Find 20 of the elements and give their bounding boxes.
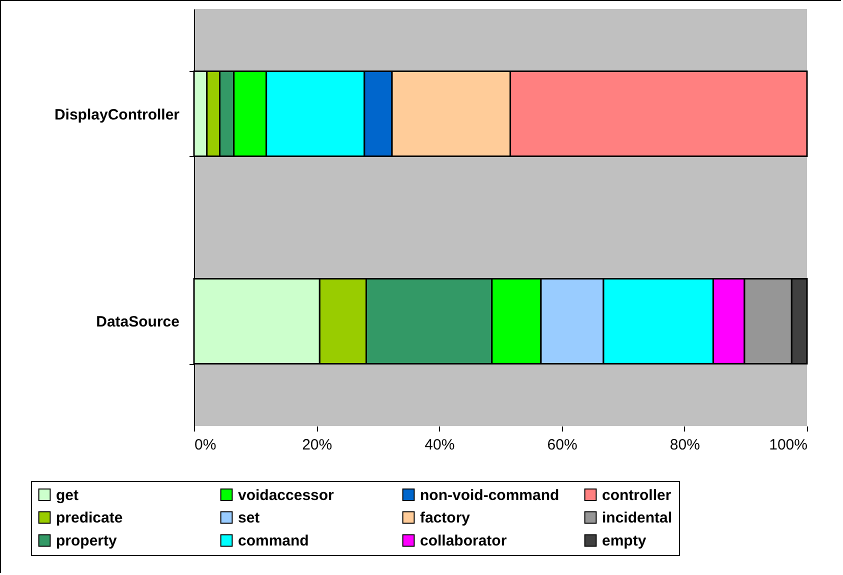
x-tick-label: 60% bbox=[547, 436, 578, 454]
x-tick-label: 0% bbox=[194, 436, 216, 454]
legend-label: collaborator bbox=[420, 532, 507, 550]
legend-label: controller bbox=[602, 486, 672, 504]
legend-label: factory bbox=[420, 510, 471, 526]
x-tick-label: 80% bbox=[670, 436, 700, 454]
legend-label: empty bbox=[602, 532, 647, 550]
x-tick-label: 100% bbox=[769, 436, 808, 454]
x-tick-label: 40% bbox=[424, 436, 455, 454]
legend-label: non-void-command bbox=[420, 486, 560, 504]
legend-label: set bbox=[238, 510, 260, 526]
x-tick-label: 20% bbox=[302, 436, 332, 454]
legend-label: get bbox=[56, 486, 79, 504]
legend-label: predicate bbox=[56, 510, 123, 526]
y-tick-label: DataSource bbox=[96, 314, 180, 331]
legend-label: property bbox=[56, 532, 118, 550]
y-tick-label: DisplayController bbox=[54, 106, 180, 124]
legend-label: incidental bbox=[602, 510, 672, 526]
legend-label: voidaccessor bbox=[238, 486, 334, 504]
legend-label: command bbox=[238, 532, 309, 550]
